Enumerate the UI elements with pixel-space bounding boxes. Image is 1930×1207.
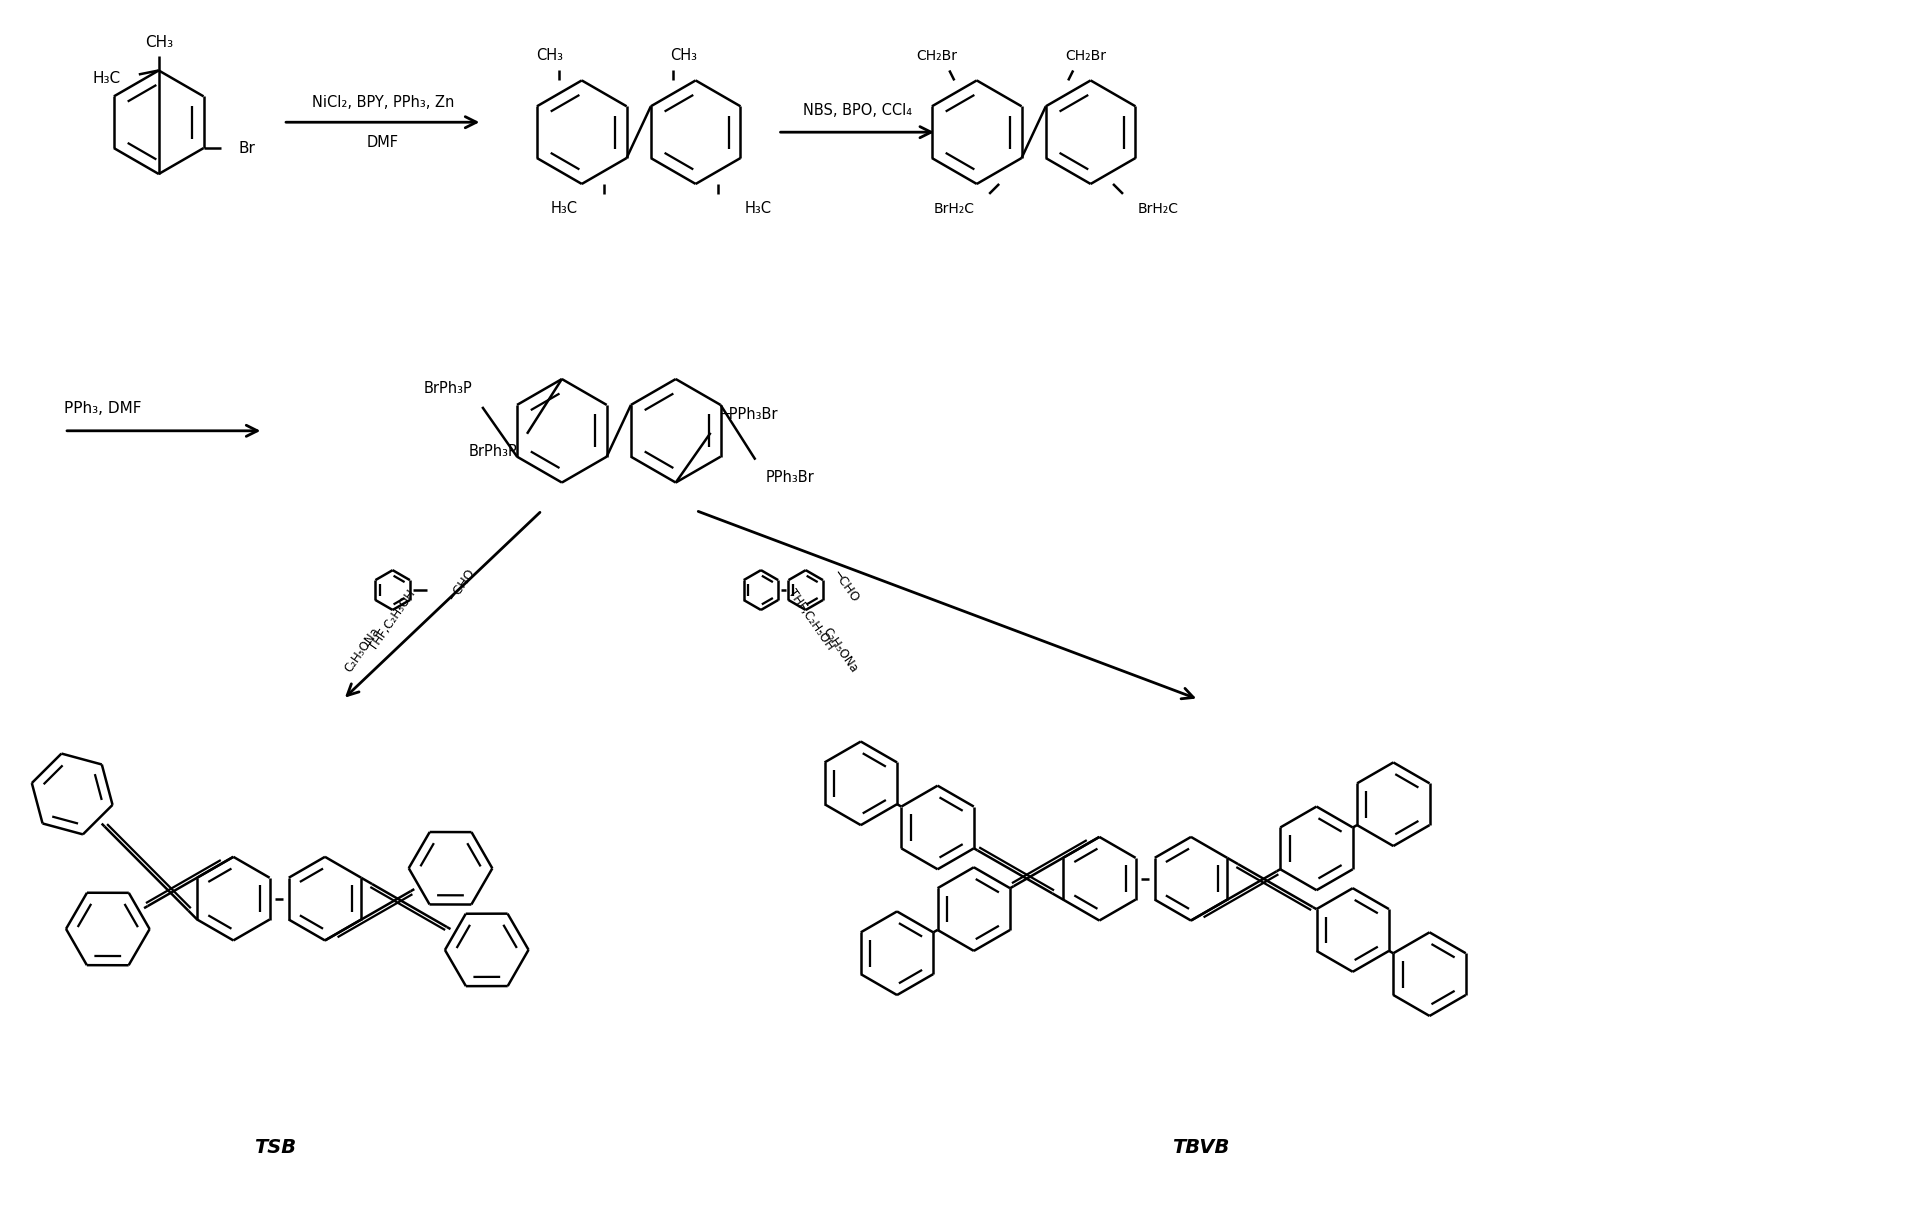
Text: CH₂Br: CH₂Br [1065,48,1106,63]
Text: THF,C₂H₅OH: THF,C₂H₅OH [786,587,836,653]
Text: C₂H₅ONa: C₂H₅ONa [342,625,382,675]
Text: PPh₃, DMF: PPh₃, DMF [64,402,141,416]
Text: TBVB: TBVB [1172,1138,1229,1158]
Text: BrPh₃P: BrPh₃P [423,381,473,396]
Text: DMF: DMF [367,135,398,150]
Text: CH₃: CH₃ [537,48,564,63]
Text: NBS, BPO, CCl₄: NBS, BPO, CCl₄ [803,103,911,118]
Text: H₃C: H₃C [743,202,770,216]
Text: PPh₃Br: PPh₃Br [764,470,814,485]
Text: H₃C: H₃C [93,71,122,86]
Text: CH₃: CH₃ [670,48,697,63]
Text: BrH₂C: BrH₂C [1137,202,1177,216]
Text: C₂H₅ONa: C₂H₅ONa [820,625,861,675]
Text: H₃C: H₃C [550,202,577,216]
Text: CH₃: CH₃ [145,35,172,51]
Text: ─PPh₃Br: ─PPh₃Br [720,408,778,422]
Text: ─CHO: ─CHO [448,567,479,604]
Text: CH₂Br: CH₂Br [915,48,957,63]
Text: THF,C₂H₅OH: THF,C₂H₅OH [367,587,419,653]
Text: Br: Br [237,140,255,156]
Text: TSB: TSB [255,1138,295,1158]
Text: ─CHO: ─CHO [830,567,861,604]
Text: BrH₂C: BrH₂C [934,202,975,216]
Text: BrPh₃P: BrPh₃P [469,444,517,459]
Text: NiCl₂, BPY, PPh₃, Zn: NiCl₂, BPY, PPh₃, Zn [311,95,454,110]
